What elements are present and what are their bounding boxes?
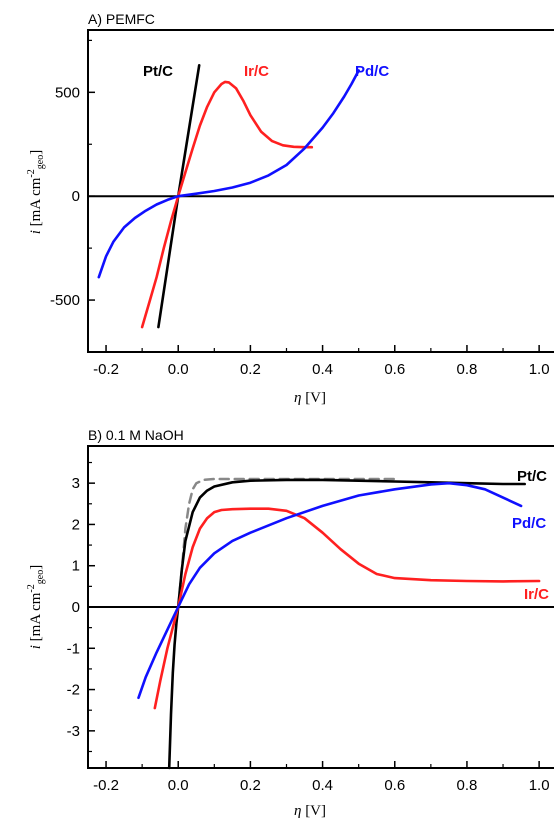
panel-a-label-ptc: Pt/C bbox=[143, 63, 173, 80]
panel-b-xtick-label: 0.6 bbox=[384, 777, 405, 794]
panel-b: B) 0.1 M NaOH -0.2 0.0 0.2 0.4 0.6 0.8 1.0 -3 -2… bbox=[26, 427, 554, 819]
panel-b-xtick-label: 0.8 bbox=[457, 777, 478, 794]
panel-a-title: A) PEMFC bbox=[88, 11, 155, 27]
panel-a-series-pdc bbox=[97, 69, 361, 279]
panel-a-ylabel: i [mA cm-2geo] bbox=[26, 150, 46, 234]
panel-a-xtick-label: 0.2 bbox=[240, 361, 261, 378]
panel-b-ytick-label: -3 bbox=[67, 723, 80, 740]
panel-a-ytick-label: 0 bbox=[72, 188, 80, 205]
panel-b-xtick-label: -0.2 bbox=[93, 777, 119, 794]
panel-b-label-irc: Ir/C bbox=[524, 586, 549, 603]
panel-a-xtick-label: 0.0 bbox=[168, 361, 189, 378]
panel-b-label-ptc: Pt/C bbox=[517, 468, 547, 485]
panel-b-xtick-label: 0.4 bbox=[312, 777, 333, 794]
panel-b-ytick-label: 0 bbox=[72, 599, 80, 616]
panel-b-xtick-label: 1.0 bbox=[529, 777, 550, 794]
panel-a-label-pdc: Pd/C bbox=[355, 63, 389, 80]
panel-b-series-pdc bbox=[137, 481, 523, 700]
panel-b-label-pdc: Pd/C bbox=[512, 515, 546, 532]
panel-b-title: B) 0.1 M NaOH bbox=[88, 427, 184, 443]
panel-a: A) PEMFC -0.2 0.0 0.2 0.4 0.6 0.8 1.0-5000500 … bbox=[26, 11, 554, 406]
panel-a-frame bbox=[87, 29, 554, 353]
panel-b-series-ptc bbox=[167, 478, 527, 770]
panel-a-ytick-label: -500 bbox=[50, 292, 80, 309]
panel-b-series bbox=[137, 477, 541, 770]
panel-a-xtick-label: -0.2 bbox=[93, 361, 119, 378]
panel-b-xtick-label: 0.2 bbox=[240, 777, 261, 794]
panel-b-ytick-label: -2 bbox=[67, 682, 80, 699]
panel-a-xtick-label: 0.8 bbox=[457, 361, 478, 378]
panel-b-ticks: -0.2 0.0 0.2 0.4 0.6 0.8 1.0 -3 -2 -1 0 1 2 3 bbox=[67, 461, 550, 794]
panel-b-xtick-label: 0.0 bbox=[168, 777, 189, 794]
panel-a-series-irc bbox=[140, 80, 314, 329]
panel-a-xlabel: η [V] bbox=[294, 390, 326, 406]
panel-b-series-reference-dashed bbox=[176, 477, 397, 609]
panel-b-ytick-label: 3 bbox=[72, 475, 80, 492]
panel-b-ylabel: i [mA cm-2geo] bbox=[26, 565, 46, 649]
panel-b-ytick-label: -1 bbox=[67, 640, 80, 657]
panel-a-ticks: -0.2 0.0 0.2 0.4 0.6 0.8 1.0 -500 0 500 bbox=[50, 39, 550, 378]
panel-b-ytick-label: 2 bbox=[72, 516, 80, 533]
panel-a-xtick-label: 0.6 bbox=[384, 361, 405, 378]
panel-a-xtick-label: 0.4 bbox=[312, 361, 333, 378]
panel-b-ytick-label: 1 bbox=[72, 558, 80, 575]
panel-a-ytick-label: 500 bbox=[55, 84, 80, 101]
panel-a-series bbox=[97, 64, 361, 329]
panel-b-series-irc bbox=[153, 507, 541, 710]
panel-a-xtick-label: 1.0 bbox=[529, 361, 550, 378]
panel-a-label-irc: Ir/C bbox=[244, 63, 269, 80]
panel-b-xlabel: η [V] bbox=[294, 803, 326, 819]
